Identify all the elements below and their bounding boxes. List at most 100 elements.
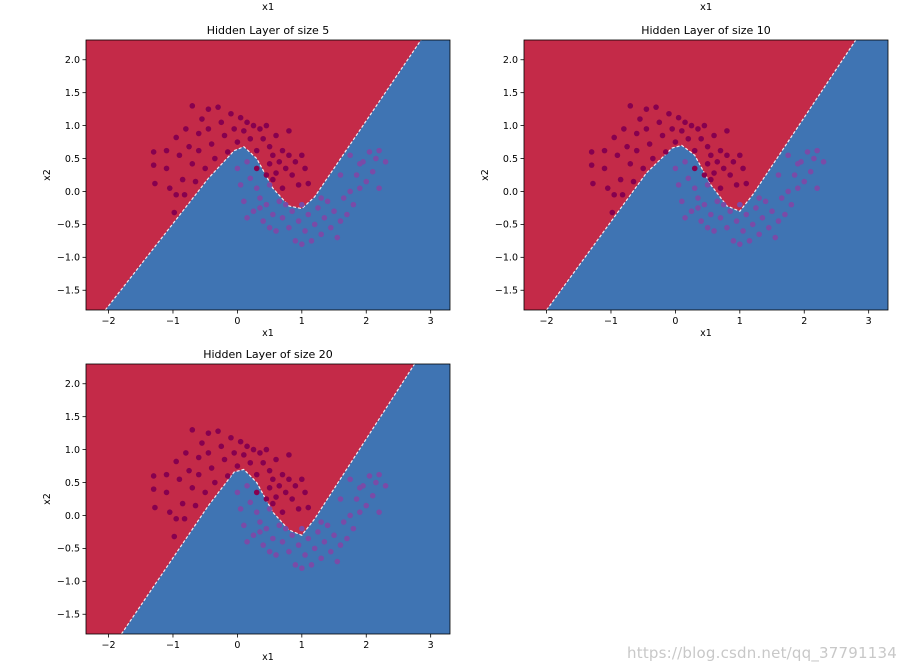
scatter-point-class1 xyxy=(328,224,334,231)
scatter-point-class1 xyxy=(369,492,376,499)
scatter-point-class0 xyxy=(241,128,247,134)
scatter-point-class1 xyxy=(727,208,733,215)
scatter-point-class1 xyxy=(244,159,250,165)
scatter-point-class0 xyxy=(231,450,237,456)
scatter-point-class1 xyxy=(324,198,331,205)
scatter-point-class0 xyxy=(276,159,283,165)
y-tick-label: −1.0 xyxy=(57,577,80,588)
scatter-point-class0 xyxy=(199,116,205,122)
scatter-point-class0 xyxy=(727,172,733,178)
scatter-point-class0 xyxy=(205,430,212,436)
scatter-point-class0 xyxy=(263,122,270,129)
scatter-point-class1 xyxy=(363,178,370,185)
scatter-point-class0 xyxy=(669,126,675,132)
scatter-point-class0 xyxy=(183,450,189,456)
scatter-point-class0 xyxy=(260,135,266,142)
scatter-point-class0 xyxy=(189,161,196,167)
scatter-point-class0 xyxy=(279,471,286,478)
scatter-point-class0 xyxy=(675,114,682,121)
figure-top-xlabel-right: x1 xyxy=(700,2,713,13)
scatter-point-class1 xyxy=(711,228,717,234)
scatter-point-class0 xyxy=(630,178,637,185)
scatter-point-class1 xyxy=(328,548,334,555)
scatter-point-class1 xyxy=(737,241,743,247)
y-tick-label: 2.0 xyxy=(65,55,80,66)
scatter-point-class1 xyxy=(756,231,762,238)
scatter-point-class1 xyxy=(308,238,315,244)
scatter-point-class1 xyxy=(376,147,382,154)
scatter-point-class0 xyxy=(205,106,212,112)
scatter-point-class1 xyxy=(299,241,305,247)
scatter-point-class1 xyxy=(250,208,257,215)
scatter-point-class1 xyxy=(311,221,318,228)
scatter-point-class0 xyxy=(208,141,215,147)
y-tick-label: −1.5 xyxy=(57,286,80,297)
y-tick-label: 1.5 xyxy=(503,88,518,99)
scatter-point-class0 xyxy=(724,128,730,134)
scatter-point-class0 xyxy=(266,143,273,150)
scatter-point-class0 xyxy=(266,467,273,474)
scatter-point-class0 xyxy=(621,126,627,132)
scatter-point-class1 xyxy=(820,159,827,165)
scatter-point-class0 xyxy=(295,506,302,512)
scatter-point-class0 xyxy=(195,130,202,137)
scatter-point-class1 xyxy=(340,519,347,525)
scatter-point-class1 xyxy=(273,228,279,234)
scatter-point-class1 xyxy=(746,238,753,244)
scatter-point-class1 xyxy=(720,201,727,208)
scatter-point-class1 xyxy=(807,168,814,175)
scatter-point-class1 xyxy=(743,211,750,218)
scatter-point-class0 xyxy=(624,143,630,150)
scatter-point-class0 xyxy=(208,465,215,471)
scatter-point-class0 xyxy=(266,161,273,167)
scatter-point-class1 xyxy=(769,208,775,215)
y-tick-label: 1.5 xyxy=(65,88,80,99)
scatter-point-class1 xyxy=(241,522,247,529)
scatter-point-class1 xyxy=(295,218,302,224)
scatter-point-class0 xyxy=(286,452,292,458)
x-tick-label: −1 xyxy=(166,316,180,327)
scatter-point-class1 xyxy=(337,542,344,548)
y-tick-label: −0.5 xyxy=(57,544,80,555)
scatter-point-class1 xyxy=(253,185,260,191)
scatter-point-class1 xyxy=(357,185,363,191)
scatter-point-class0 xyxy=(189,427,196,433)
scatter-point-class1 xyxy=(691,185,698,191)
scatter-point-class1 xyxy=(733,218,740,224)
x-axis-label: x1 xyxy=(262,328,274,339)
scatter-point-class0 xyxy=(163,471,170,478)
scatter-point-class0 xyxy=(186,143,192,150)
axes-frame xyxy=(523,39,889,311)
x-tick-label: 1 xyxy=(299,316,305,327)
scatter-point-class1 xyxy=(357,485,363,491)
scatter-point-class0 xyxy=(202,165,208,172)
scatter-point-class1 xyxy=(682,159,688,165)
scatter-point-class0 xyxy=(221,456,228,463)
scatter-point-class0 xyxy=(205,450,212,456)
scatter-point-class0 xyxy=(289,172,295,178)
scatter-point-class1 xyxy=(234,489,241,496)
subplot-title: Hidden Layer of size 20 xyxy=(203,348,333,361)
scatter-point-class1 xyxy=(347,512,353,519)
scatter-point-class1 xyxy=(266,506,273,512)
scatter-point-class0 xyxy=(215,428,221,434)
subplot-3: −2 −1 0 1 2 3 −1.5 −1.0 −0.5 0.0 0.5 1.0 1.5 2.0 Hidde… xyxy=(42,348,451,663)
scatter-point-class0 xyxy=(711,170,717,176)
scatter-point-class0 xyxy=(701,122,708,129)
scatter-point-class0 xyxy=(163,165,170,172)
scatter-point-class1 xyxy=(299,201,305,208)
scatter-point-class0 xyxy=(250,446,257,453)
scatter-point-class0 xyxy=(640,165,646,172)
x-tick-label: 0 xyxy=(234,640,240,651)
scatter-point-class0 xyxy=(708,176,714,183)
scatter-point-class0 xyxy=(253,489,260,496)
scatter-point-class1 xyxy=(324,522,331,529)
scatter-point-class1 xyxy=(775,172,782,178)
scatter-point-class1 xyxy=(250,532,257,539)
scatter-point-class0 xyxy=(176,476,183,483)
scatter-point-class0 xyxy=(150,149,157,155)
scatter-point-class1 xyxy=(701,201,708,208)
scatter-point-class0 xyxy=(212,479,218,486)
scatter-point-class0 xyxy=(701,172,708,178)
scatter-point-class1 xyxy=(273,552,279,558)
